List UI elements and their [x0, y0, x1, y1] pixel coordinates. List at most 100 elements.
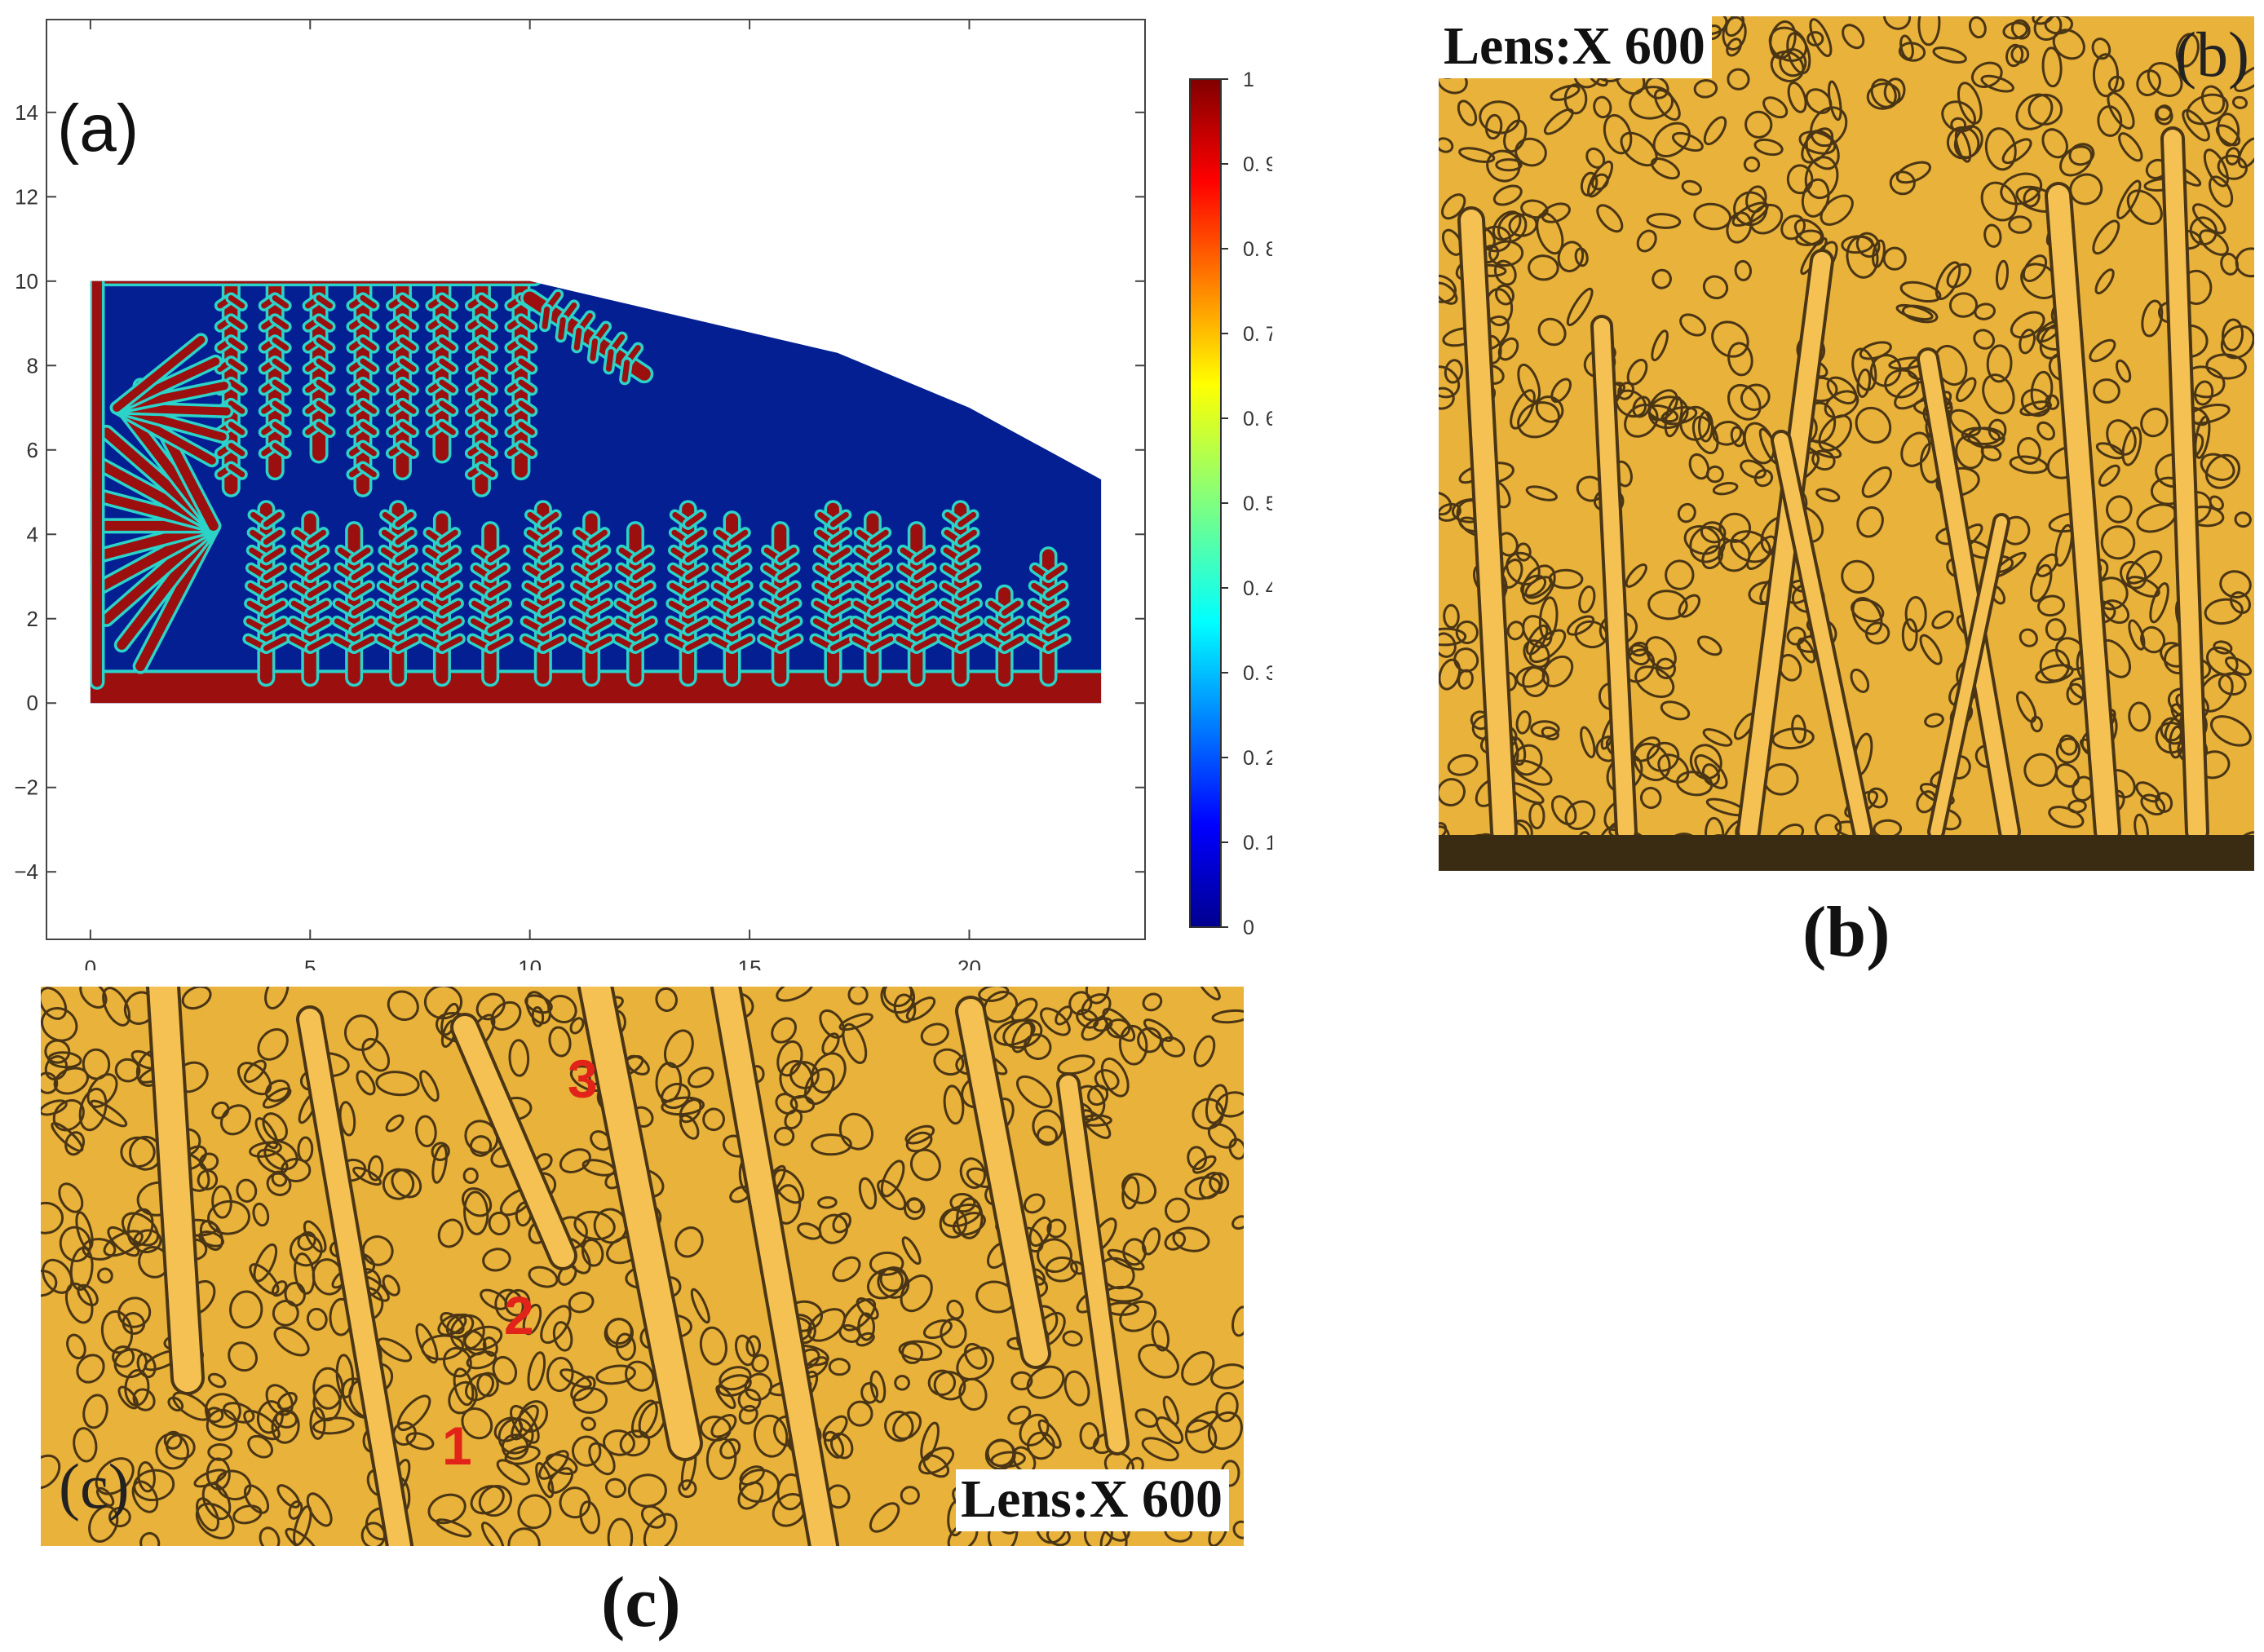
- dendrite-trunk: [2164, 130, 2206, 841]
- grain-cell: [205, 1393, 241, 1429]
- grain-cell: [2107, 75, 2125, 93]
- grain-cell: [832, 1256, 861, 1283]
- grain-cell: [745, 1335, 762, 1357]
- columnar-arm: [360, 358, 377, 372]
- grain-cell: [655, 987, 678, 1012]
- grain-cell: [857, 1312, 876, 1341]
- dendrite-arm: [685, 511, 704, 528]
- grain-cell: [236, 1178, 258, 1203]
- grain-cell: [898, 1340, 943, 1361]
- grain-cell: [804, 1067, 835, 1106]
- grain-cell: [2235, 247, 2254, 278]
- grain-cell: [1093, 1017, 1113, 1032]
- grain-cell: [1810, 106, 1848, 148]
- colorbar-tick-label: 0. 5: [1243, 493, 1272, 515]
- grain-cell: [1980, 444, 2002, 462]
- grain-cell: [2068, 143, 2095, 166]
- grain-cell: [956, 1197, 984, 1239]
- grain-cell: [1727, 383, 1762, 421]
- grain-cell: [51, 1121, 84, 1152]
- grain-cell: [2054, 763, 2080, 788]
- grain-cell: [1645, 76, 1669, 99]
- dendrite-arm: [957, 529, 977, 546]
- dendrite-arm: [487, 582, 509, 599]
- grain-cell: [559, 1486, 591, 1519]
- grain-cell: [1980, 74, 2014, 93]
- grain-cell: [2045, 618, 2067, 641]
- grain-cell: [1701, 545, 1724, 570]
- y-tick-label: 12: [15, 184, 38, 209]
- columnar-arm: [272, 358, 290, 372]
- grain-cell: [139, 1531, 161, 1546]
- grain-cell: [1895, 161, 1932, 184]
- columnar-arm: [478, 337, 496, 351]
- grain-cell: [1731, 201, 1769, 227]
- dendrite-trunk: [2048, 185, 2118, 842]
- grain-cell: [42, 1258, 73, 1294]
- grain-cell: [559, 1368, 592, 1389]
- grain-cell: [1529, 629, 1567, 664]
- grain-cell: [276, 1392, 298, 1411]
- grain-cell: [1515, 710, 1532, 735]
- grain-cell: [927, 1369, 957, 1397]
- grain-cell: [1620, 131, 1658, 167]
- colorbar-tick-label: 0. 3: [1243, 662, 1272, 685]
- grain-cell: [1705, 465, 1724, 484]
- grain-cell: [1141, 1227, 1161, 1256]
- grain-cell: [1040, 1007, 1071, 1036]
- columnar-arm: [399, 400, 417, 414]
- colorbar-tick-label: 0. 6: [1243, 408, 1272, 431]
- grain-cell: [993, 1018, 1036, 1046]
- grain-cell: [1842, 24, 1865, 50]
- colorbar-ticks: 0 0. 1 0. 2 0. 3 0. 4 0. 5 0. 6 0. 7 0. 8 0. 9 1: [1221, 68, 1272, 939]
- grain-cell: [445, 1313, 475, 1339]
- grain-cell: [1646, 213, 1682, 229]
- dendrite-arm: [395, 618, 418, 634]
- grain-cell: [626, 1054, 650, 1076]
- grain-cell: [181, 987, 212, 1010]
- grain-cell: [2035, 664, 2074, 684]
- columnar-arm: [360, 379, 377, 393]
- grain-cell: [559, 1148, 591, 1173]
- y-tick-label: 2: [27, 607, 38, 631]
- grain-cell: [90, 1099, 128, 1128]
- grain-cell: [858, 1177, 878, 1210]
- grain-cell: [818, 1213, 849, 1244]
- grain-cell: [901, 1236, 922, 1266]
- grain-cell: [1100, 1057, 1130, 1098]
- grain-cell: [1497, 337, 1519, 361]
- grain-cell: [1932, 46, 1967, 64]
- dendrite-arm: [1002, 618, 1023, 634]
- grain-cell: [1696, 635, 1722, 656]
- grain-cell: [893, 993, 917, 1023]
- grain-cell: [1655, 657, 1676, 679]
- grain-cell: [122, 1312, 146, 1335]
- columnar-arm: [439, 400, 456, 414]
- grain-cell: [901, 1341, 923, 1364]
- grain-cell: [136, 1352, 157, 1379]
- dendrite-arm: [439, 547, 459, 563]
- grain-cell: [1107, 1248, 1145, 1271]
- grain-cell: [1207, 1123, 1237, 1149]
- grain-cell: [1970, 61, 2003, 88]
- grain-cell: [540, 1305, 572, 1345]
- dendrite-arm: [632, 618, 656, 634]
- y-axis: −4 −2 0 2 4 6 8 10 12 14: [14, 100, 1145, 884]
- grain-cell: [1973, 329, 1996, 350]
- grain-cell: [1702, 275, 1729, 300]
- grain-cell: [1815, 488, 1841, 502]
- grain-cell: [2092, 53, 2120, 98]
- grain-cell: [2126, 189, 2163, 225]
- grain-cell: [933, 1371, 966, 1401]
- marker-2: 2: [504, 1285, 534, 1345]
- grain-cell: [1231, 1305, 1244, 1337]
- grain-cell: [1486, 149, 1521, 183]
- grain-cell: [293, 1505, 312, 1546]
- grain-cell: [297, 1136, 314, 1163]
- grain-cell: [573, 1387, 608, 1414]
- grain-cell: [522, 1303, 542, 1336]
- columnar-arm: [439, 379, 456, 393]
- colorbar: [1189, 78, 1222, 928]
- grain-cell: [1156, 1416, 1184, 1445]
- grain-cell: [264, 987, 290, 1009]
